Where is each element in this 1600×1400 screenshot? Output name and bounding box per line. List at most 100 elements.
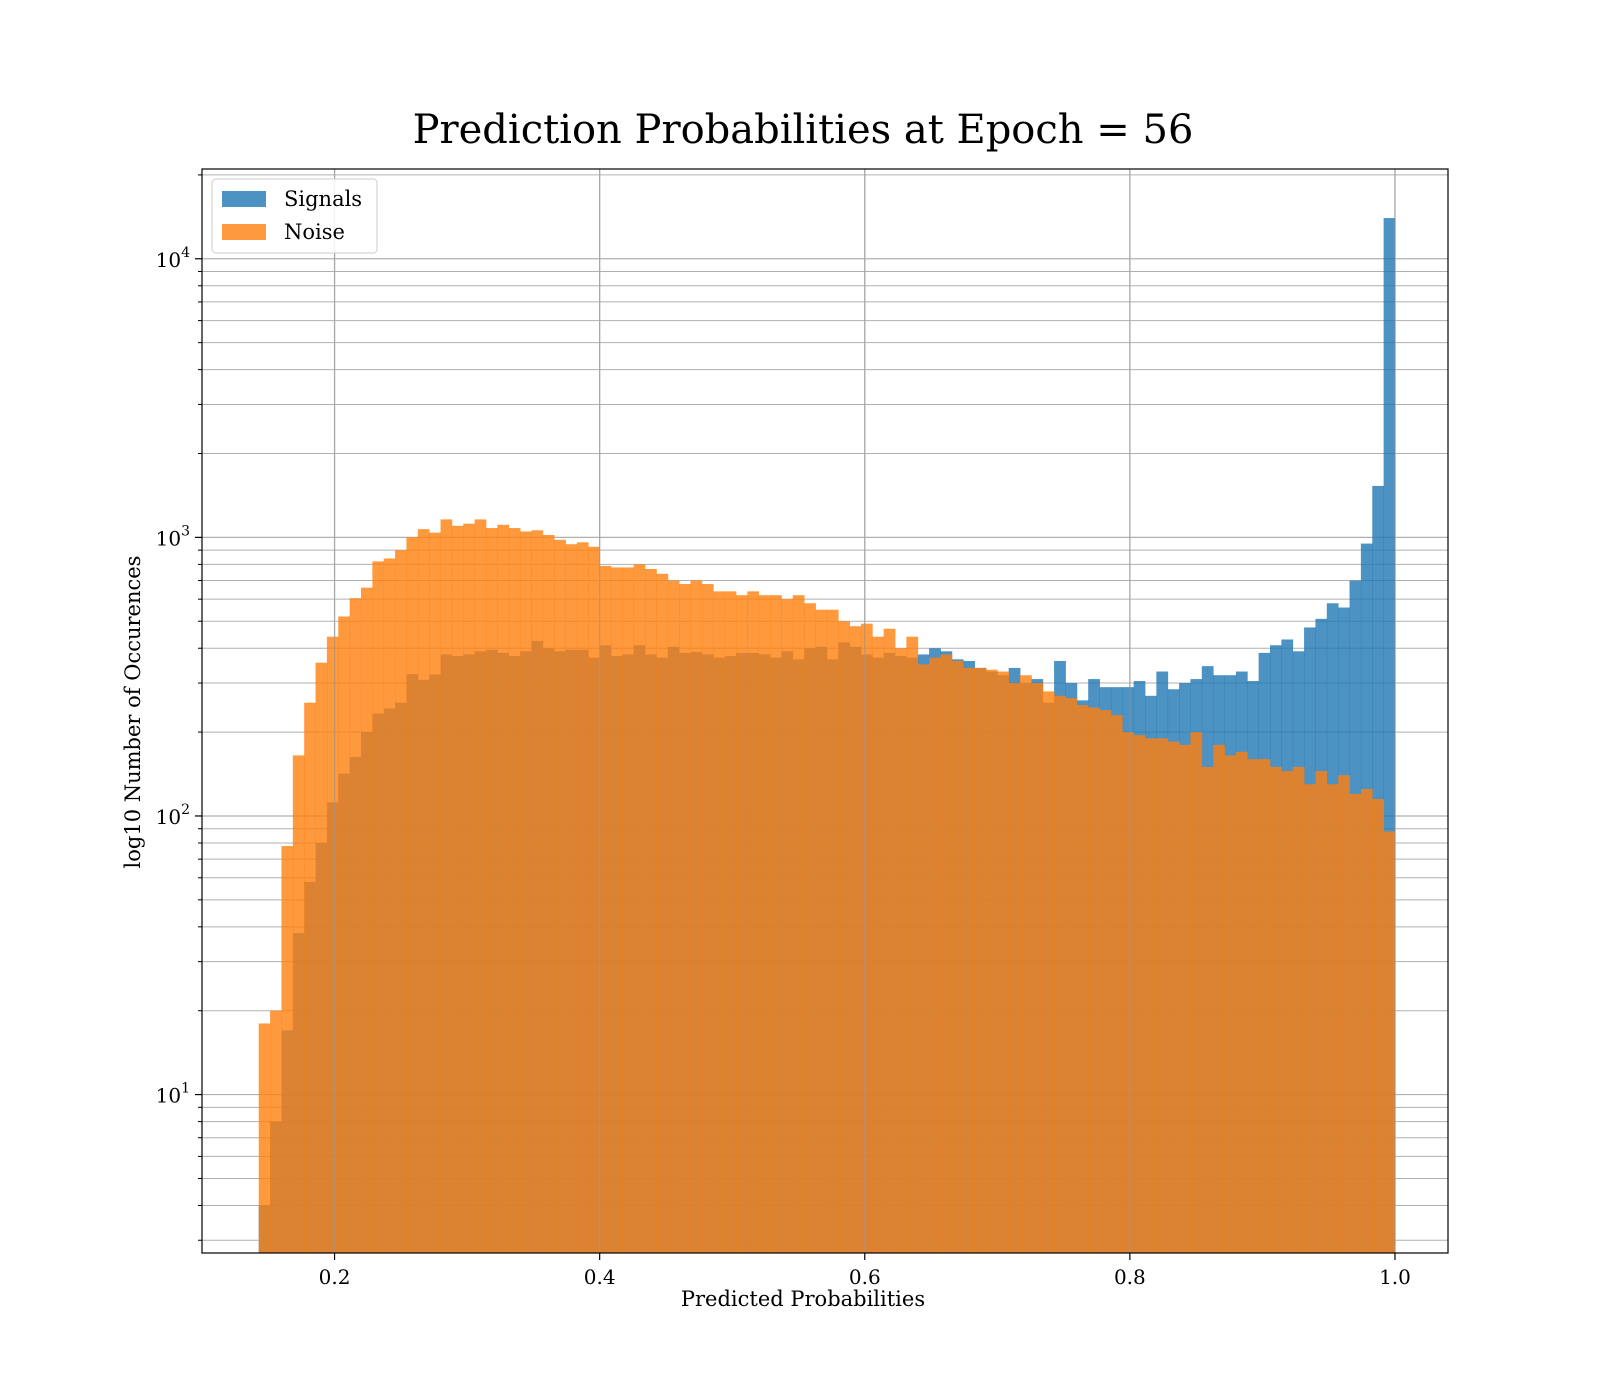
- noise-bar: [985, 669, 998, 1253]
- noise-bar: [781, 599, 794, 1253]
- noise-bar: [1258, 759, 1271, 1253]
- x-axis-ticks: 0.2 0.4 0.6 0.8 1.0: [319, 1253, 1411, 1289]
- noise-bar: [872, 636, 885, 1253]
- noise-bar: [292, 755, 305, 1253]
- noise-bar: [929, 657, 941, 1253]
- noise-bar: [667, 580, 680, 1253]
- y-tick-label: 102: [156, 802, 190, 829]
- noise-bar: [997, 671, 1010, 1253]
- chart-title: Prediction Probabilities at Epoch = 56: [413, 107, 1194, 153]
- noise-bar: [508, 528, 521, 1253]
- noise-bar: [417, 529, 430, 1253]
- noise-bar: [1122, 732, 1135, 1253]
- noise-bar: [1076, 705, 1089, 1253]
- noise-bar: [360, 587, 373, 1253]
- y-tick-label: 103: [156, 523, 190, 550]
- noise-bar: [679, 584, 691, 1253]
- noise-bar: [1167, 741, 1180, 1253]
- noise-bar: [281, 846, 294, 1253]
- noise-bar: [633, 564, 646, 1253]
- noise-bar: [792, 595, 805, 1253]
- noise-bar: [1145, 738, 1157, 1253]
- noise-bar: [474, 519, 487, 1253]
- noise-bar: [1213, 744, 1225, 1253]
- noise-bar: [917, 664, 930, 1253]
- noise-bar: [1110, 715, 1123, 1253]
- noise-bar: [395, 550, 407, 1253]
- noise-bar: [1360, 788, 1373, 1253]
- y-axis-label: log10 Number of Occurences: [121, 556, 145, 869]
- noise-bar: [1008, 683, 1021, 1253]
- noise-bar: [349, 598, 362, 1253]
- noise-bar: [758, 595, 771, 1253]
- noise-bar: [1179, 744, 1191, 1253]
- noise-bar: [690, 580, 703, 1253]
- noise-bar: [1190, 732, 1203, 1253]
- noise-bar: [701, 584, 714, 1253]
- noise-bar: [1235, 751, 1248, 1253]
- noise-bar: [1247, 759, 1260, 1253]
- noise-bar: [1304, 784, 1316, 1253]
- y-axis-ticks: 101 102 103 104: [156, 174, 202, 1241]
- noise-bar: [440, 519, 453, 1253]
- noise-bar: [883, 628, 896, 1253]
- noise-bar: [531, 530, 544, 1253]
- x-tick-label: 0.6: [849, 1265, 881, 1289]
- noise-bar: [520, 531, 532, 1253]
- noise-bar: [565, 544, 578, 1253]
- noise-bar: [906, 636, 919, 1253]
- legend: Signals Noise: [211, 178, 378, 254]
- x-gridlines-front: [333, 169, 1396, 1253]
- noise-bar: [724, 591, 737, 1253]
- noise-bar: [747, 591, 760, 1253]
- plot-frame: [201, 168, 1449, 1254]
- noise-bar: [542, 534, 555, 1253]
- noise-bar: [1349, 793, 1362, 1253]
- noise-bar: [1326, 784, 1339, 1253]
- noise-bar: [895, 648, 907, 1253]
- legend-label-noise: Noise: [284, 220, 345, 244]
- noise-bar: [610, 567, 623, 1253]
- legend-swatch-signals: [222, 191, 266, 207]
- noise-bar: [258, 1023, 271, 1253]
- y-tick-label: 104: [156, 245, 190, 272]
- noise-bar: [1315, 771, 1328, 1253]
- noise-bar: [951, 660, 964, 1253]
- noise-bar: [645, 569, 657, 1253]
- noise-bar: [554, 539, 566, 1253]
- noise-bar: [497, 524, 510, 1253]
- noise-bar: [656, 573, 669, 1253]
- noise-bar: [383, 558, 396, 1253]
- noise-bar: [826, 609, 839, 1253]
- noise-bar: [940, 654, 953, 1253]
- legend-label-signals: Signals: [284, 187, 362, 211]
- noise-bar: [1201, 766, 1214, 1253]
- noise-bar: [1054, 695, 1066, 1253]
- noise-bar: [1372, 799, 1385, 1253]
- noise-bar: [804, 603, 816, 1253]
- noise-bar: [1042, 691, 1055, 1253]
- x-tick-label: 0.2: [319, 1265, 351, 1289]
- noise-bar: [713, 591, 725, 1253]
- noise-bar: [406, 537, 419, 1253]
- noise-bar: [1088, 707, 1100, 1253]
- noise-bar: [588, 546, 600, 1253]
- noise-bar: [451, 525, 464, 1253]
- noise-bar: [599, 565, 612, 1253]
- noise-bar: [1338, 775, 1350, 1253]
- noise-bar: [1156, 738, 1169, 1253]
- y-tick-label: 101: [156, 1081, 190, 1108]
- noise-bar: [1020, 675, 1032, 1253]
- noise-bar: [315, 662, 328, 1253]
- noise-bar: [372, 561, 385, 1253]
- x-axis-label: Predicted Probabilities: [681, 1287, 925, 1311]
- noise-bar: [770, 595, 782, 1253]
- signals-bar: [1383, 218, 1396, 1253]
- noise-bar: [1031, 683, 1044, 1253]
- noise-bar: [838, 621, 850, 1253]
- noise-bar: [860, 623, 873, 1253]
- noise-bar: [463, 523, 476, 1253]
- noise-bar: [304, 702, 316, 1253]
- noise-bar: [326, 636, 339, 1253]
